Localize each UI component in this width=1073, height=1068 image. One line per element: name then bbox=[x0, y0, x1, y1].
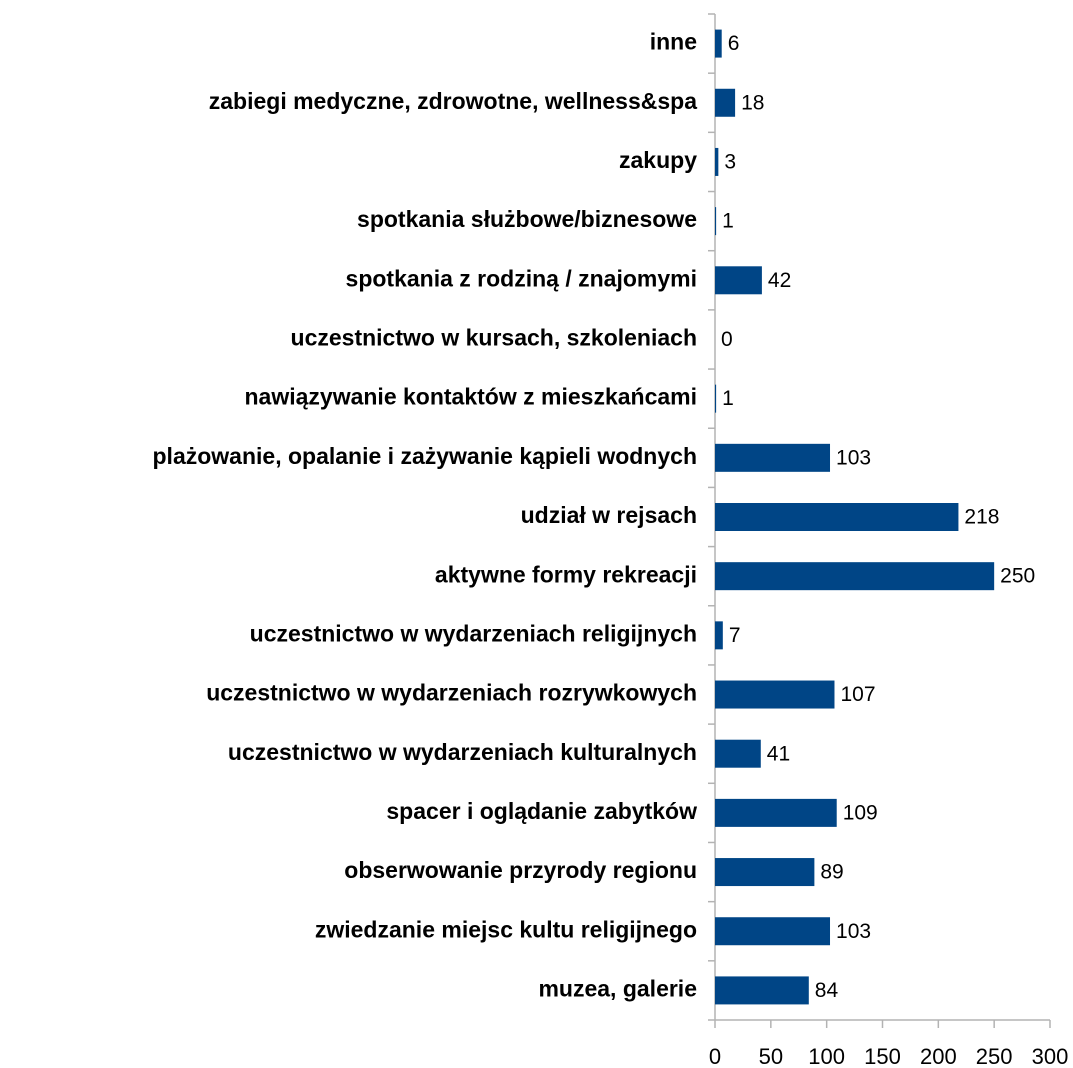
category-label: nawiązywanie kontaktów z mieszkańcami bbox=[245, 384, 698, 410]
category-label: uczestnictwo w wydarzeniach religijnych bbox=[250, 620, 697, 646]
value-label: 42 bbox=[768, 269, 791, 292]
category-label: udział w rejsach bbox=[521, 502, 697, 528]
category-label: uczestnictwo w wydarzeniach kulturalnych bbox=[228, 739, 697, 765]
value-label: 6 bbox=[728, 32, 740, 55]
x-tick-label: 50 bbox=[759, 1044, 783, 1068]
bar bbox=[715, 147, 719, 176]
category-label: zakupy bbox=[619, 147, 697, 173]
bar bbox=[715, 917, 831, 946]
bar bbox=[715, 266, 762, 295]
x-tick-label: 100 bbox=[808, 1044, 845, 1068]
category-label: muzea, galerie bbox=[538, 975, 697, 1001]
bar bbox=[715, 976, 809, 1005]
category-label: aktywne formy rekreacji bbox=[435, 561, 697, 587]
bar bbox=[715, 443, 831, 472]
bar bbox=[715, 384, 717, 413]
bar bbox=[715, 88, 736, 117]
value-label: 0 bbox=[721, 328, 733, 351]
bar bbox=[715, 207, 717, 236]
category-label: zwiedzanie miejsc kultu religijnego bbox=[315, 916, 697, 942]
x-tick-label: 200 bbox=[920, 1044, 957, 1068]
bar bbox=[715, 680, 835, 709]
category-label: zabiegi medyczne, zdrowotne, wellness&sp… bbox=[209, 88, 697, 114]
value-label: 1 bbox=[722, 210, 734, 233]
value-label: 89 bbox=[820, 861, 843, 884]
bar bbox=[715, 739, 761, 768]
value-label: 109 bbox=[843, 801, 878, 824]
value-label: 250 bbox=[1000, 565, 1035, 588]
value-label: 7 bbox=[729, 624, 741, 647]
value-label: 103 bbox=[836, 920, 871, 943]
value-label: 103 bbox=[836, 446, 871, 469]
value-label: 107 bbox=[840, 683, 875, 706]
value-label: 3 bbox=[724, 150, 736, 173]
value-label: 1 bbox=[722, 387, 734, 410]
category-label: spotkania z rodziną / znajomymi bbox=[346, 265, 697, 291]
category-label: uczestnictwo w kursach, szkoleniach bbox=[291, 325, 697, 351]
value-label: 18 bbox=[741, 91, 764, 114]
bar bbox=[715, 562, 995, 591]
bar bbox=[715, 503, 959, 531]
category-label: obserwowanie przyrody regionu bbox=[344, 857, 697, 883]
category-label: spotkania służbowe/biznesowe bbox=[357, 206, 697, 232]
category-label: inne bbox=[650, 29, 697, 55]
category-label: spacer i oglądanie zabytków bbox=[386, 798, 697, 824]
bar bbox=[715, 798, 837, 827]
x-tick-label: 300 bbox=[1032, 1044, 1069, 1068]
value-label: 84 bbox=[815, 979, 839, 1002]
bar bbox=[715, 621, 723, 650]
value-label: 218 bbox=[964, 506, 999, 529]
bar bbox=[715, 858, 815, 887]
category-label: plażowanie, opalanie i zażywanie kąpieli… bbox=[153, 443, 698, 469]
x-tick-label: 0 bbox=[709, 1044, 721, 1068]
x-tick-label: 250 bbox=[976, 1044, 1013, 1068]
x-tick-label: 150 bbox=[864, 1044, 901, 1068]
category-label: uczestnictwo w wydarzeniach rozrywkowych bbox=[206, 680, 697, 706]
bar bbox=[715, 29, 722, 58]
value-label: 41 bbox=[767, 742, 790, 765]
